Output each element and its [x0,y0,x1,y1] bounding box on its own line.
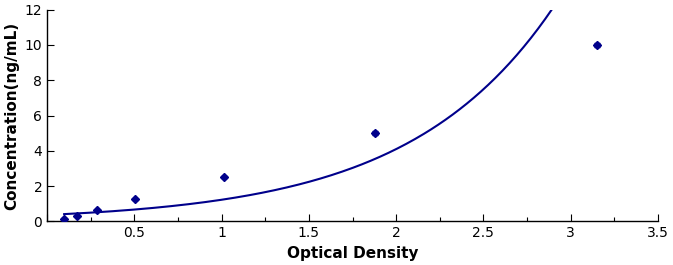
X-axis label: Optical Density: Optical Density [287,246,419,261]
Y-axis label: Concentration(ng/mL): Concentration(ng/mL) [4,21,19,210]
